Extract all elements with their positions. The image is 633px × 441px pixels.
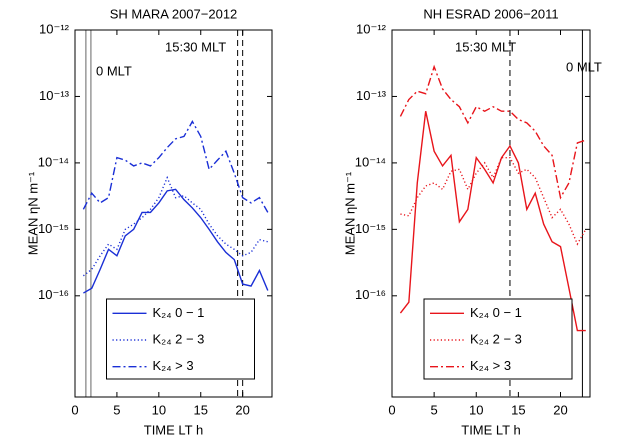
legend-label: K₂₄ 2 − 3 — [470, 331, 522, 346]
legend: K₂₄ 0 − 1 K₂₄ 2 − 3 K₂₄ > 3 — [423, 298, 573, 380]
y-tick-label: 10⁻¹⁴ — [355, 154, 386, 169]
x-tick-label: 5 — [431, 402, 438, 417]
series-line — [82, 175, 268, 277]
y-tick-label: 10⁻¹² — [39, 21, 70, 36]
legend: K₂₄ 0 − 1 K₂₄ 2 − 3 K₂₄ > 3 — [106, 298, 255, 380]
y-tick-label: 10⁻¹⁶ — [355, 287, 386, 302]
x-tick-label: 10 — [469, 402, 483, 417]
y-tick-label: 10⁻¹⁶ — [38, 287, 69, 302]
plot-frame — [391, 29, 591, 398]
y-tick-label: 10⁻¹³ — [39, 88, 70, 103]
annotation: 0 MLT — [566, 59, 602, 74]
x-tick-label: 20 — [553, 402, 567, 417]
chart-title: NH ESRAD 2006−2011 — [423, 6, 558, 21]
y-tick-label: 10⁻¹² — [356, 21, 387, 36]
chart-title: SH MARA 2007−2012 — [110, 6, 238, 21]
x-tick-label: 15 — [194, 402, 208, 417]
x-tick-label: 10 — [152, 402, 166, 417]
series-line — [83, 188, 269, 294]
annotation: 15:30 MLT — [165, 39, 226, 54]
legend-box — [106, 298, 255, 380]
series-line — [82, 120, 269, 213]
series-line — [399, 111, 586, 332]
legend-label: K₂₄ 0 − 1 — [470, 305, 522, 320]
series-line — [399, 64, 587, 200]
y-axis-label: MEAN ηN m⁻¹ — [25, 171, 40, 255]
y-tick-label: 10⁻¹⁵ — [355, 221, 386, 236]
x-tick-label: 0 — [388, 402, 395, 417]
series-line — [400, 156, 587, 246]
legend-label: K₂₄ 2 − 3 — [153, 331, 205, 346]
x-axis-label: TIME LT h — [144, 422, 203, 437]
y-tick-label: 10⁻¹⁵ — [38, 221, 69, 236]
x-tick-label: 5 — [113, 402, 120, 417]
x-tick-label: 15 — [511, 402, 525, 417]
x-axis-label: TIME LT h — [461, 422, 520, 437]
legend-label: K₂₄ 0 − 1 — [153, 305, 205, 320]
y-tick-label: 10⁻¹⁴ — [38, 154, 69, 169]
y-tick-label: 10⁻¹³ — [356, 88, 387, 103]
x-tick-label: 20 — [235, 402, 249, 417]
y-axis-label: MEAN ηN m⁻¹ — [342, 171, 357, 255]
annotation: 15:30 MLT — [455, 39, 516, 54]
annotation: 0 MLT — [96, 63, 132, 78]
x-tick-label: 0 — [71, 402, 78, 417]
legend-label: K₂₄ > 3 — [470, 358, 511, 373]
plot-frame — [74, 29, 273, 398]
legend-box — [423, 298, 573, 380]
legend-label: K₂₄ > 3 — [153, 358, 194, 373]
